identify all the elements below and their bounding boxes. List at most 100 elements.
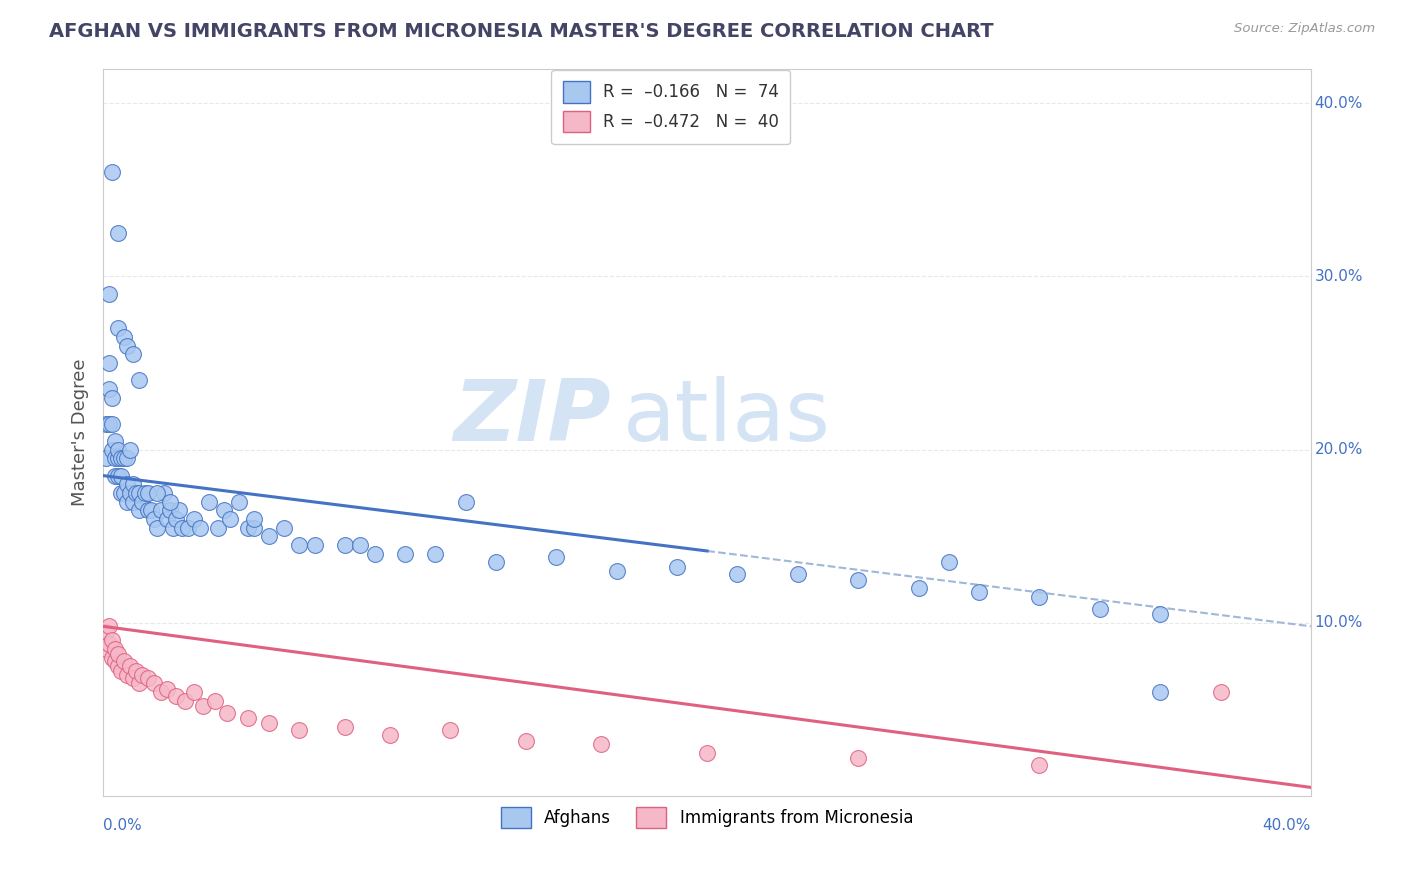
Point bbox=[333, 720, 356, 734]
Point bbox=[131, 494, 153, 508]
Point bbox=[228, 494, 250, 508]
Point bbox=[94, 417, 117, 431]
Text: 40.0%: 40.0% bbox=[1315, 95, 1362, 111]
Point bbox=[104, 468, 127, 483]
Point bbox=[152, 486, 174, 500]
Point bbox=[378, 729, 401, 743]
Point bbox=[112, 486, 135, 500]
Point bbox=[1028, 590, 1050, 604]
Text: 0.0%: 0.0% bbox=[103, 818, 142, 833]
Point bbox=[146, 520, 169, 534]
Point bbox=[120, 486, 142, 500]
Point bbox=[485, 555, 508, 569]
Point bbox=[786, 567, 808, 582]
Text: Source: ZipAtlas.com: Source: ZipAtlas.com bbox=[1234, 22, 1375, 36]
Point bbox=[212, 503, 235, 517]
Point bbox=[110, 468, 132, 483]
Point bbox=[104, 641, 127, 656]
Point bbox=[159, 503, 181, 517]
Point bbox=[112, 451, 135, 466]
Point bbox=[107, 226, 129, 240]
Point bbox=[120, 442, 142, 457]
Point bbox=[273, 520, 295, 534]
Point bbox=[117, 494, 139, 508]
Point bbox=[204, 694, 226, 708]
Point bbox=[110, 486, 132, 500]
Point bbox=[112, 654, 135, 668]
Point bbox=[107, 321, 129, 335]
Point bbox=[425, 547, 447, 561]
Point bbox=[333, 538, 356, 552]
Point bbox=[117, 477, 139, 491]
Text: atlas: atlas bbox=[623, 376, 831, 459]
Point bbox=[257, 529, 280, 543]
Point bbox=[349, 538, 371, 552]
Point bbox=[1209, 685, 1232, 699]
Point bbox=[846, 573, 869, 587]
Point bbox=[128, 676, 150, 690]
Point bbox=[515, 733, 537, 747]
Point bbox=[170, 520, 193, 534]
Point bbox=[120, 659, 142, 673]
Point bbox=[112, 330, 135, 344]
Point bbox=[183, 685, 205, 699]
Point bbox=[1149, 607, 1171, 622]
Point bbox=[107, 451, 129, 466]
Point bbox=[125, 486, 148, 500]
Point bbox=[98, 637, 121, 651]
Point bbox=[122, 494, 145, 508]
Point bbox=[236, 520, 259, 534]
Point bbox=[198, 494, 221, 508]
Point bbox=[454, 494, 477, 508]
Point bbox=[364, 547, 387, 561]
Point bbox=[605, 564, 627, 578]
Point bbox=[141, 503, 163, 517]
Point bbox=[167, 503, 190, 517]
Point bbox=[110, 451, 132, 466]
Point bbox=[183, 512, 205, 526]
Point bbox=[257, 716, 280, 731]
Point bbox=[98, 619, 121, 633]
Point bbox=[107, 468, 129, 483]
Point bbox=[122, 477, 145, 491]
Point bbox=[219, 512, 242, 526]
Point bbox=[162, 520, 184, 534]
Point bbox=[1028, 758, 1050, 772]
Point bbox=[149, 685, 172, 699]
Point bbox=[107, 442, 129, 457]
Point bbox=[243, 520, 266, 534]
Point bbox=[128, 373, 150, 387]
Point bbox=[155, 681, 177, 696]
Point bbox=[439, 723, 461, 738]
Point bbox=[155, 512, 177, 526]
Point bbox=[107, 647, 129, 661]
Point bbox=[128, 503, 150, 517]
Point bbox=[846, 751, 869, 765]
Point bbox=[101, 442, 124, 457]
Point bbox=[173, 694, 195, 708]
Point bbox=[94, 451, 117, 466]
Point bbox=[101, 391, 124, 405]
Point bbox=[101, 417, 124, 431]
Point bbox=[243, 512, 266, 526]
Text: 10.0%: 10.0% bbox=[1315, 615, 1362, 631]
Point bbox=[176, 520, 198, 534]
Text: 30.0%: 30.0% bbox=[1315, 268, 1364, 284]
Point bbox=[288, 538, 311, 552]
Point bbox=[128, 486, 150, 500]
Point bbox=[104, 434, 127, 448]
Point bbox=[138, 503, 160, 517]
Point bbox=[98, 356, 121, 370]
Text: 40.0%: 40.0% bbox=[1263, 818, 1312, 833]
Point bbox=[122, 671, 145, 685]
Point bbox=[143, 512, 166, 526]
Point bbox=[98, 417, 121, 431]
Point bbox=[288, 723, 311, 738]
Text: ZIP: ZIP bbox=[453, 376, 610, 459]
Point bbox=[117, 451, 139, 466]
Point bbox=[215, 706, 238, 720]
Point bbox=[165, 689, 187, 703]
Point bbox=[591, 737, 613, 751]
Point bbox=[125, 665, 148, 679]
Point bbox=[938, 555, 960, 569]
